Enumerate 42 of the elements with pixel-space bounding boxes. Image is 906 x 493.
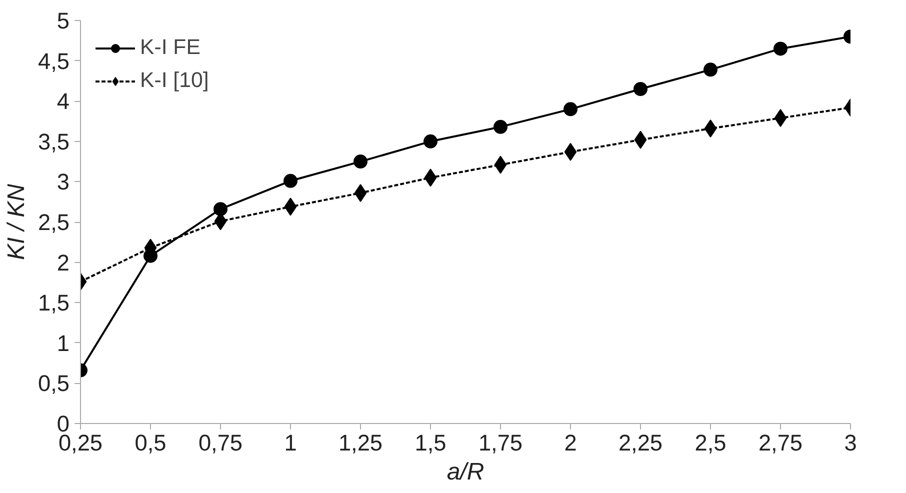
point <box>774 42 788 56</box>
y-tick-label: 1,5 <box>38 290 70 316</box>
point <box>564 102 578 116</box>
x-tick-label: 2 <box>564 430 577 456</box>
point <box>424 134 438 148</box>
y-axis-title: KI / KN <box>3 183 30 260</box>
x-tick-label: 1,75 <box>478 430 523 456</box>
point <box>494 120 508 134</box>
x-tick-label: 2,75 <box>758 430 803 456</box>
point <box>284 198 297 216</box>
point <box>774 109 787 128</box>
point <box>214 202 228 216</box>
x-tick-label: 1 <box>284 430 297 456</box>
point <box>634 82 648 96</box>
x-tick-label: 0,75 <box>198 430 243 456</box>
x-tick-label: 1,5 <box>414 430 446 456</box>
x-axis-title: a/R <box>446 458 484 486</box>
y-tick-label: 4 <box>56 88 70 114</box>
y-tick-label: 4,5 <box>38 48 70 74</box>
x-tick-label: 3 <box>844 430 857 456</box>
x-tick-label: 0,5 <box>134 430 166 456</box>
point <box>704 120 717 138</box>
x-tick-label: 2,25 <box>618 430 663 456</box>
y-tick-label: 1 <box>56 330 70 356</box>
y-tick-label: 3 <box>56 168 70 195</box>
point <box>424 168 437 187</box>
point <box>634 130 647 149</box>
x-tick-label: 2,5 <box>694 430 726 456</box>
legend-label: K-I FE <box>140 35 200 60</box>
point <box>354 184 367 202</box>
y-tick-label: 5 <box>56 8 70 34</box>
point <box>284 174 298 188</box>
legend-label: K-I [10] <box>140 68 209 93</box>
point <box>704 62 718 77</box>
y-tick-label: 0,5 <box>38 370 70 396</box>
point <box>564 142 577 161</box>
y-tick-label: 3,5 <box>38 128 70 154</box>
point <box>494 156 507 174</box>
point <box>354 154 368 169</box>
x-tick-label: 1,25 <box>338 430 383 456</box>
y-tick-label: 2,5 <box>38 209 70 235</box>
y-tick-label: 2 <box>56 249 70 276</box>
